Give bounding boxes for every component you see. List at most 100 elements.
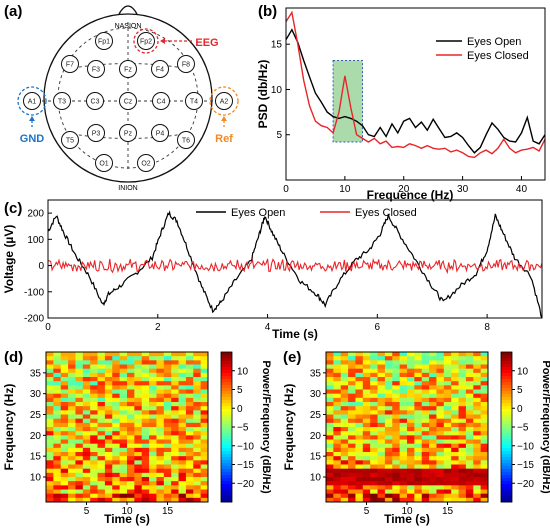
eeg-arrowhead xyxy=(160,38,165,44)
spectrogram-cell xyxy=(340,422,349,428)
spectrogram-cell xyxy=(355,418,364,424)
spectrogram-cell xyxy=(384,422,393,428)
spectrogram-cell xyxy=(451,402,459,407)
spectrogram-cell xyxy=(392,443,401,449)
spectrogram-cell xyxy=(429,385,437,390)
spectrogram-cell xyxy=(127,397,135,403)
spectrogram-cell xyxy=(127,377,135,382)
spectrogram-cell xyxy=(185,410,194,415)
colorbar-segment xyxy=(221,457,232,461)
spectrogram-cell xyxy=(60,477,69,482)
spectrogram-cell xyxy=(421,468,430,474)
spectrogram-cell xyxy=(104,443,113,449)
spectrogram-cell xyxy=(134,393,143,399)
spectrogram-cell xyxy=(421,427,430,432)
spectrogram-cell xyxy=(340,364,349,370)
spectrogram-cell xyxy=(104,385,113,390)
colorbar-segment xyxy=(221,355,232,359)
spectrogram-cell xyxy=(127,493,135,499)
spectrogram-cell xyxy=(421,485,430,490)
spectrogram-cell xyxy=(68,364,76,370)
spectrogram-cell xyxy=(465,393,474,399)
spectrogram-cell xyxy=(392,368,401,374)
spectrogram-cell xyxy=(68,410,76,415)
spectrogram-cell xyxy=(451,460,459,465)
spectrogram-cell xyxy=(163,456,172,461)
spectrogram-cell xyxy=(178,418,187,424)
spectrogram-cell xyxy=(458,385,467,390)
spectrogram-cell xyxy=(104,406,113,411)
spectrogram-cell xyxy=(436,368,445,374)
spectrogram-cell xyxy=(436,472,445,478)
spectrogram-cell xyxy=(473,427,482,432)
spectrogram-cell xyxy=(340,452,349,457)
spectrogram-cell xyxy=(68,418,76,424)
spectrogram-cell xyxy=(407,368,415,374)
spectrogram-cell xyxy=(82,402,91,407)
alpha-band-highlight xyxy=(332,60,364,143)
spectrogram-cell xyxy=(451,418,459,424)
spectrogram-cell xyxy=(451,443,459,449)
spectrogram-cell xyxy=(141,360,150,365)
spectrogram-cell xyxy=(82,456,91,461)
spectrogram-cell xyxy=(193,385,202,390)
spectrogram-cell xyxy=(384,452,393,457)
spectrogram-cell xyxy=(141,393,150,399)
spectrogram-cell xyxy=(60,456,69,461)
colorbar-segment xyxy=(221,454,232,458)
panel-d-label: (d) xyxy=(4,349,23,366)
spectrogram-cell xyxy=(333,460,342,465)
spectrogram-cell xyxy=(333,414,342,420)
spectrogram-cell xyxy=(362,468,371,474)
spectrogram-cell xyxy=(399,360,408,365)
spectrogram-cell xyxy=(178,452,187,457)
spectrogram-cell xyxy=(333,477,342,482)
spectrogram-cell xyxy=(104,410,113,415)
spectrogram-cell xyxy=(362,352,371,357)
spectrogram-cell xyxy=(451,410,459,415)
spectrogram-cell xyxy=(370,356,378,361)
spectrogram-cell xyxy=(149,443,157,449)
spectrogram-cell xyxy=(465,464,474,470)
spectrogram-cell xyxy=(75,439,84,445)
spectrogram-cell xyxy=(480,360,489,365)
spectrogram-cell xyxy=(421,393,430,399)
spectrogram-cell xyxy=(178,485,187,490)
spectrogram-d-colorbar-label: Power/Frequency (dB/Hz) xyxy=(260,360,272,494)
electrode-cz xyxy=(119,92,137,110)
spectrogram-cell xyxy=(399,406,408,411)
spectrogram-cell xyxy=(68,460,76,465)
panel-a-label: (a) xyxy=(4,3,22,20)
spectrogram-cell xyxy=(377,406,386,411)
spectrogram-cell xyxy=(60,422,69,428)
spectrogram-cell xyxy=(156,360,165,365)
legend-eyes-open-label: Eyes Open xyxy=(467,36,521,48)
spectrogram-cell xyxy=(53,385,62,390)
spectrogram-cell xyxy=(348,385,356,390)
spectrogram-cell xyxy=(141,352,150,357)
spectrogram-cell xyxy=(473,393,482,399)
spectrogram-cell xyxy=(156,497,165,503)
spectrogram-cell xyxy=(326,489,334,495)
spectrogram-cell xyxy=(149,364,157,370)
spectrogram-cell xyxy=(443,497,452,503)
spectrogram-cell xyxy=(436,485,445,490)
spectrogram-cell xyxy=(141,485,150,490)
colorbar-segment xyxy=(501,415,512,419)
spectrogram-cell xyxy=(75,364,84,370)
spectrogram-cell xyxy=(473,464,482,470)
spectrogram-cell xyxy=(82,422,91,428)
spectrogram-cell xyxy=(178,477,187,482)
spectrogram-cell xyxy=(392,418,401,424)
spectrogram-cell xyxy=(421,352,430,357)
psd-lines xyxy=(285,10,546,159)
spectrogram-cell xyxy=(178,422,187,428)
spectrogram-cell xyxy=(326,447,334,453)
spectrogram-cell xyxy=(443,447,452,453)
spectrogram-cell xyxy=(75,352,84,357)
colorbar-segment xyxy=(501,481,512,485)
panel-e-label: (e) xyxy=(283,349,301,366)
spectrogram-cell xyxy=(362,381,371,386)
